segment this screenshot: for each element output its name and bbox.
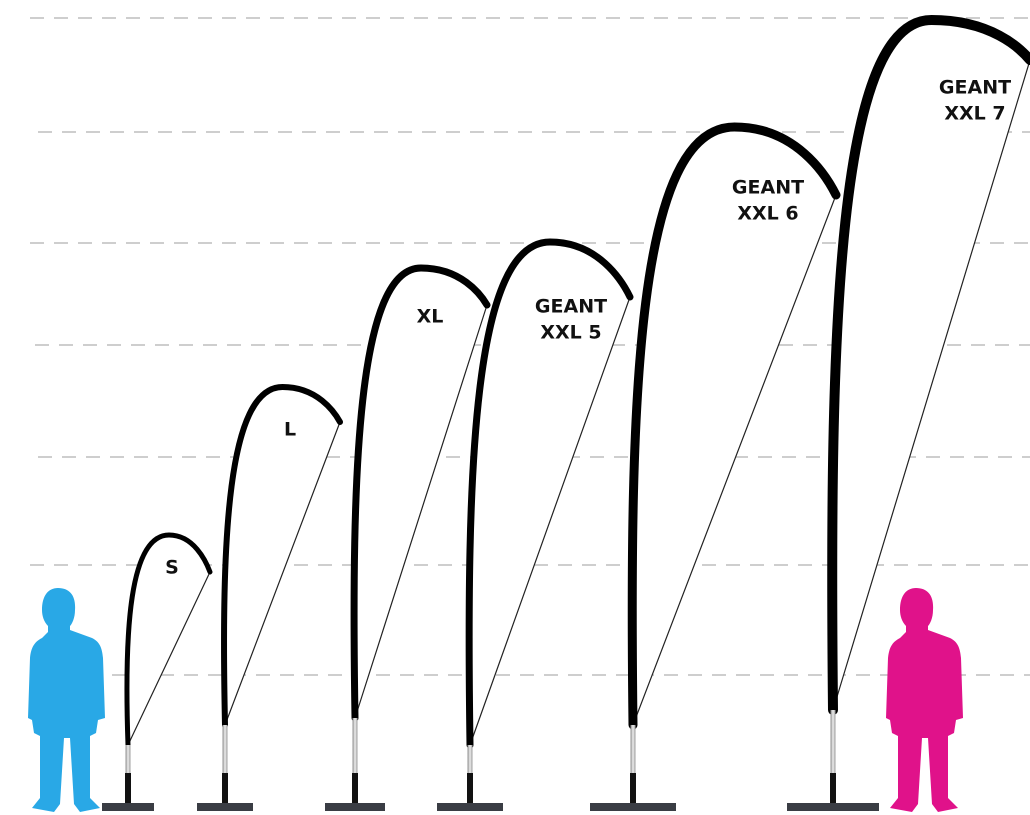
pole [830,710,836,775]
flag-edge [827,14,1030,715]
flag-label: L [284,419,296,441]
flag-label: GEANT [939,77,1011,99]
flag-label: XL [417,306,444,328]
flags: S L XL GEANT XXL 5 GEANT XXL 6 GEANT XXL 7 [102,14,1030,811]
base-plate [102,803,154,811]
pole [352,718,358,775]
flag-edge [124,532,213,748]
person-pink [886,588,963,812]
pole-foot [125,773,131,805]
pole-foot [352,773,358,805]
pole-foot [467,773,473,805]
flag-edge [221,383,343,728]
person-blue [28,588,105,812]
pole-foot [830,773,836,805]
flag-edge [350,264,491,722]
flag-label: S [165,557,179,579]
pole-foot [222,773,228,805]
flag-label: XXL 5 [540,322,601,344]
base-plate [787,803,879,811]
flag-edge [627,122,841,730]
flag-label: GEANT [535,296,607,318]
base-plate [197,803,253,811]
base-plate [325,803,385,811]
pole [222,725,228,775]
flag-label: GEANT [732,177,804,199]
base-plate [437,803,503,811]
pole-foot [630,773,636,805]
flag-label: XXL 7 [944,103,1005,125]
pole [467,745,473,775]
flag-edge [465,238,634,749]
base-plate [590,803,676,811]
pole [630,725,636,775]
pole [125,745,131,775]
flag-label: XXL 6 [737,203,798,225]
